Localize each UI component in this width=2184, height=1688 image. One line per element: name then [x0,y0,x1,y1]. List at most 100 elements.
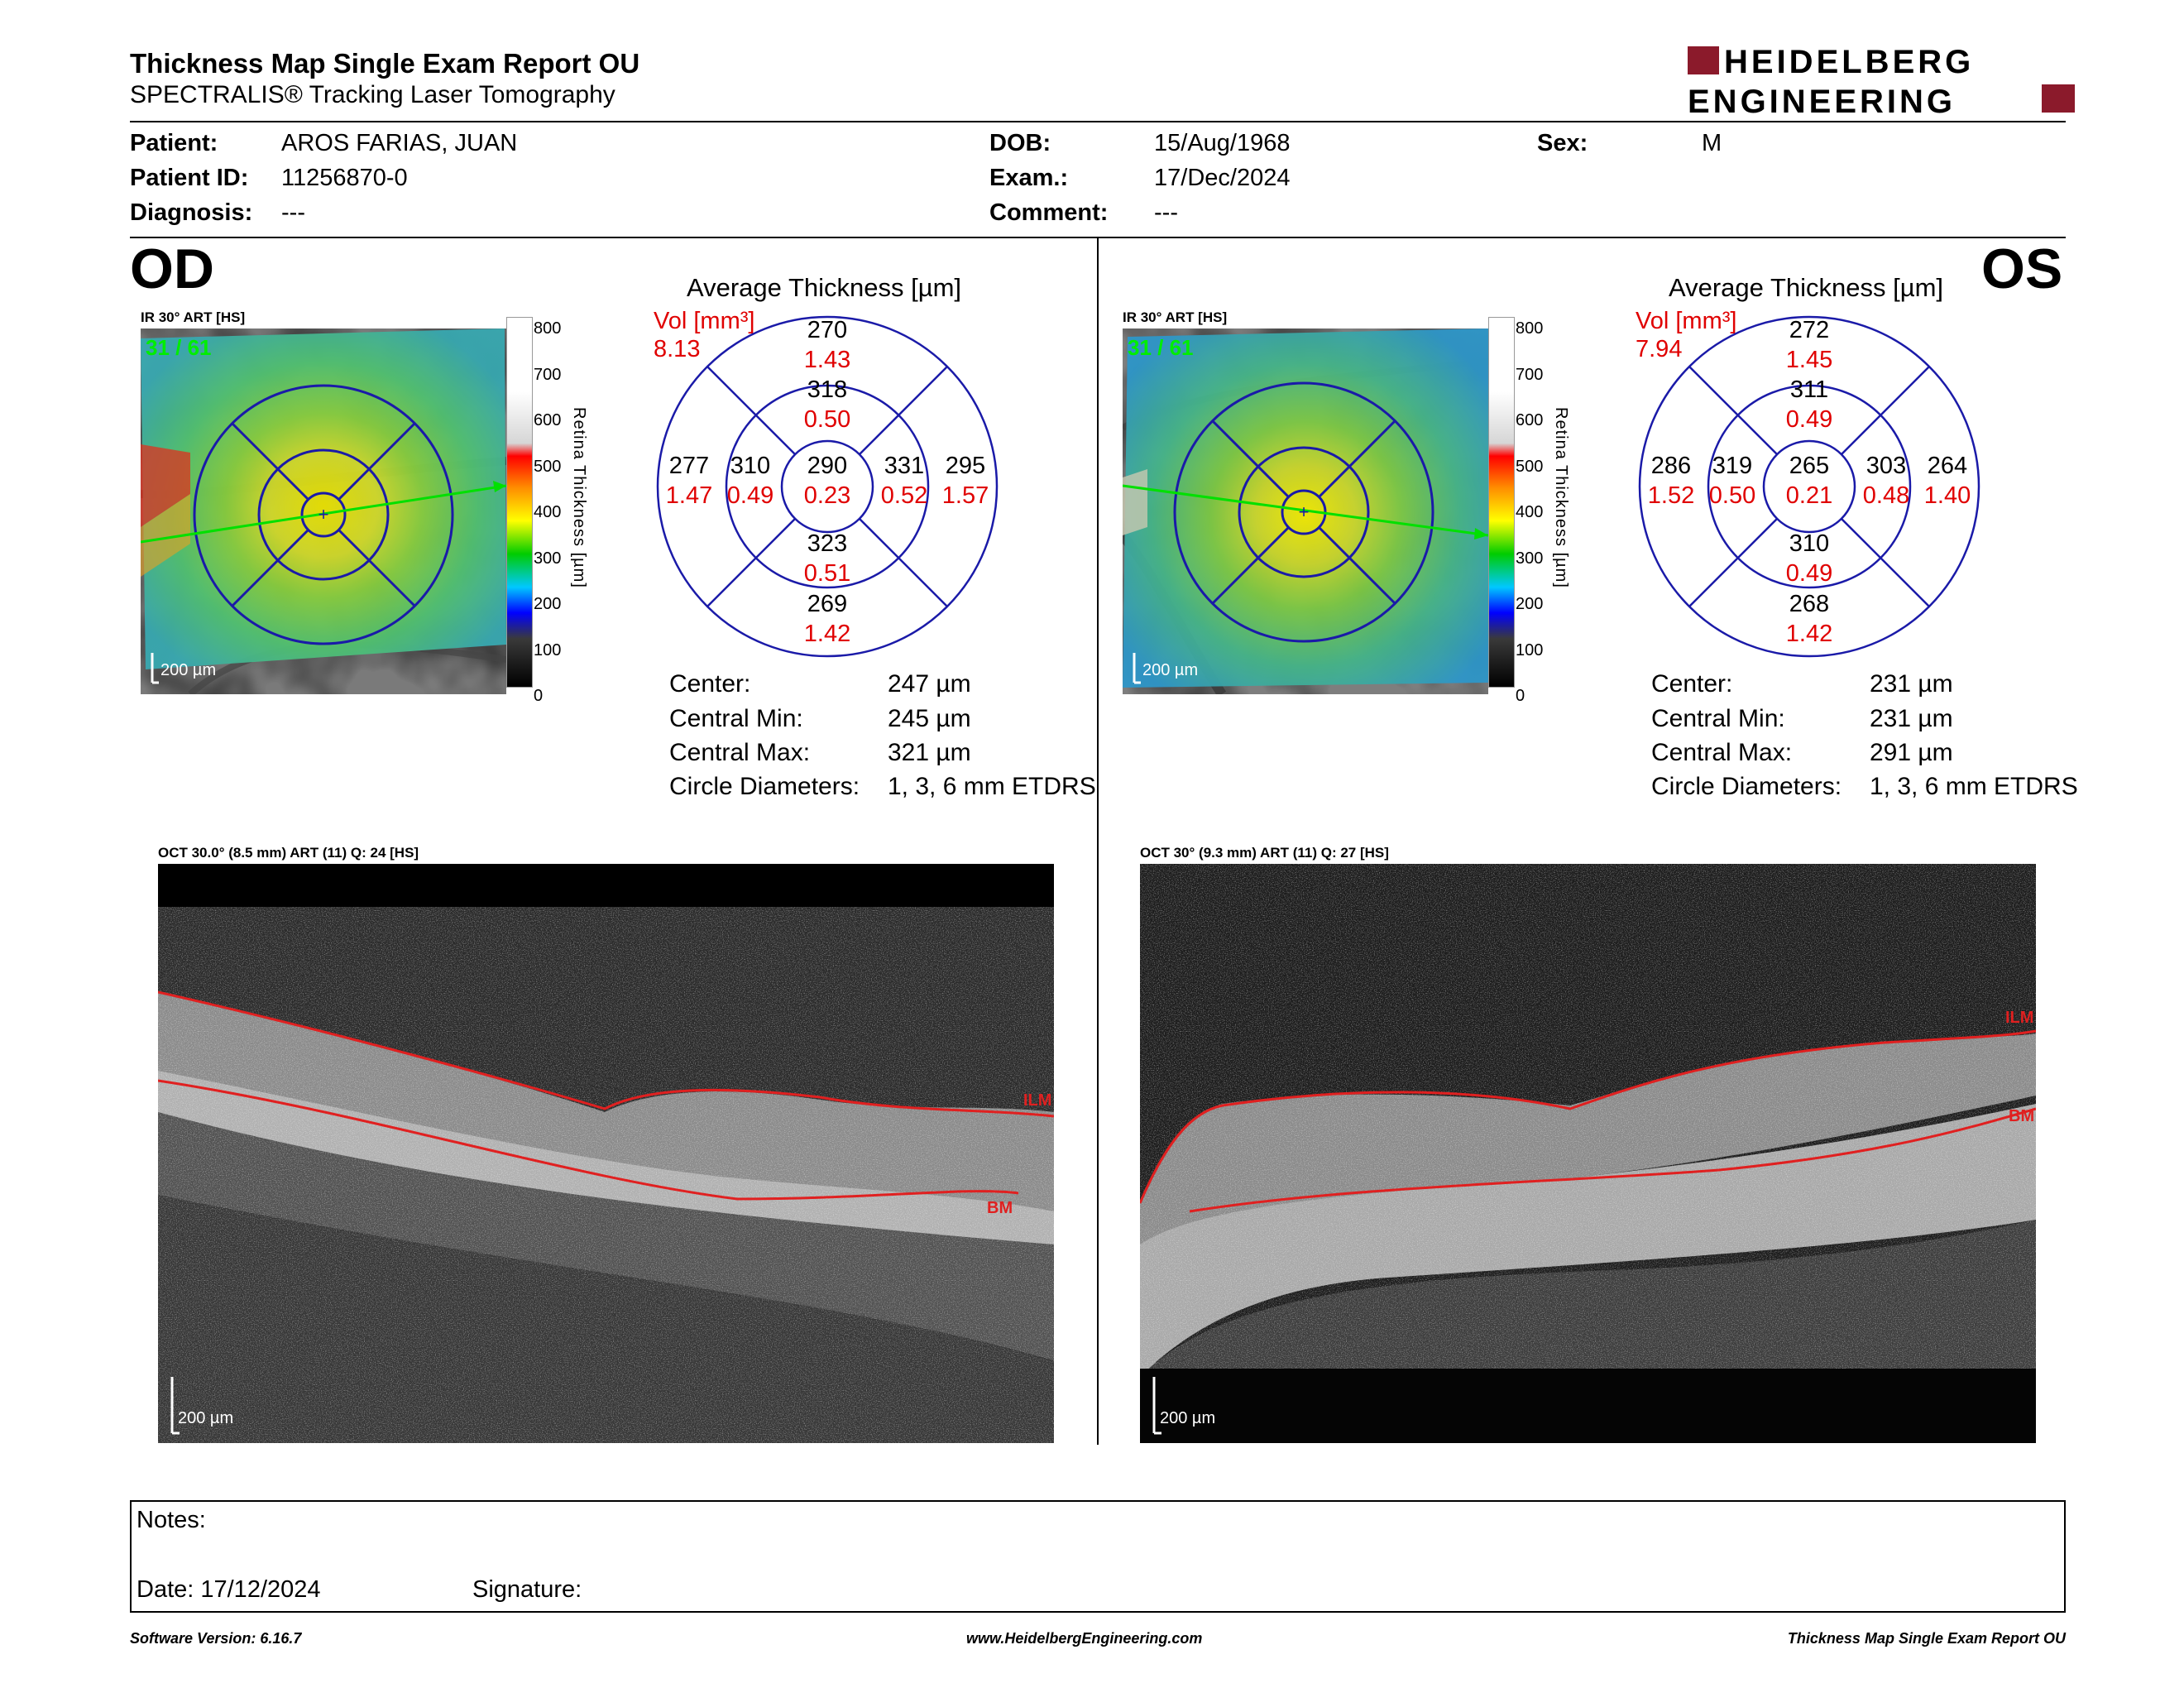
od-outer-inf-thickness: 269 [807,591,847,617]
od-diam-label: Circle Diameters: [669,773,860,800]
od-outer-sup-thickness: 270 [807,317,847,343]
os-scale-tick: 600 [1516,411,1544,429]
od-scale-tick: 700 [534,365,562,384]
od-vol-value: 8.13 [654,336,701,362]
os-center-value: 231 µm [1870,670,1953,698]
od-scale-label: Retina Thickness [µm] [570,407,588,588]
dob-label: DOB: [989,130,1051,156]
od-outer-inf-volume: 1.42 [804,621,850,647]
os-outer-nas-volume: 1.40 [1924,482,1971,509]
os-min-value: 231 µm [1870,705,1953,732]
os-min-label: Central Min: [1651,705,1785,732]
od-ir-label: IR 30° ART [HS] [141,309,246,325]
patient-label: Patient: [130,130,218,156]
od-inner-inf-thickness: 323 [807,530,847,557]
os-outer-temp-thickness: 286 [1651,453,1691,479]
dob-value: 15/Aug/1968 [1154,130,1291,156]
os-ir-label: IR 30° ART [HS] [1123,309,1228,325]
os-ilm-label: ILM [2005,1009,2033,1027]
os-scale-label: Retina Thickness [µm] [1552,407,1570,588]
od-min-label: Central Min: [669,705,803,732]
od-scale-tick: 0 [534,687,544,705]
od-oct-bscan: ILM BM 200 µm [158,864,1054,1443]
signature-label: Signature: [472,1576,582,1603]
patient-id-value: 11256870-0 [281,165,408,191]
os-ir-scale: 200 µm [1142,661,1198,679]
od-bm-label: BM [987,1199,1013,1217]
report-title: Thickness Map Single Exam Report OU [130,48,640,79]
brand-line2: ENGINEERING [1688,84,1956,117]
comment-label: Comment: [989,199,1109,226]
os-outer-nas-thickness: 264 [1928,453,1967,479]
od-inner-temp-volume: 0.49 [727,482,774,509]
od-scale-tick: 100 [534,640,562,659]
os-max-value: 291 µm [1870,739,1953,766]
od-center-value: 247 µm [888,670,971,698]
exam-value: 17/Dec/2024 [1154,165,1291,191]
os-scale-tick: 800 [1516,319,1544,338]
os-inner-sup-thickness: 311 [1790,376,1828,403]
os-outer-sup-volume: 1.45 [1786,347,1832,373]
od-inner-sup-volume: 0.50 [804,406,850,433]
od-max-value: 321 µm [888,739,971,766]
od-ir-scale: 200 µm [160,661,216,679]
diagnosis-value: --- [281,199,305,226]
sex-value: M [1702,130,1722,156]
od-center-thickness: 290 [807,453,847,479]
os-oct-bscan: ILM BM 200 µm [1140,864,2036,1443]
od-center-volume: 0.23 [804,482,850,509]
report-subtitle: SPECTRALIS® Tracking Laser Tomography [130,81,615,108]
patient-divider [130,237,2066,238]
od-inner-inf-volume: 0.51 [804,560,850,587]
os-inner-nas-volume: 0.48 [1863,482,1909,509]
header-divider [130,121,2066,122]
os-outer-sup-thickness: 272 [1789,317,1829,343]
os-inner-sup-volume: 0.49 [1786,406,1832,433]
sex-label: Sex: [1537,130,1588,156]
os-outer-temp-volume: 1.52 [1648,482,1694,509]
od-oct-scale: 200 µm [178,1409,233,1427]
od-inner-nas-thickness: 331 [884,453,924,479]
od-oct-label: OCT 30.0° (8.5 mm) ART (11) Q: 24 [HS] [158,845,419,861]
comment-value: --- [1154,199,1178,226]
od-outer-sup-volume: 1.43 [804,347,850,373]
svg-text:+: + [318,504,329,525]
os-center-volume: 0.21 [1786,482,1832,509]
os-scale-tick: 700 [1516,365,1544,384]
od-scale-tick: 600 [534,411,562,429]
os-inner-nas-thickness: 303 [1866,453,1906,479]
od-avg-title: Average Thickness [µm] [687,273,962,302]
os-color-scale [1488,317,1515,688]
os-center-thickness: 265 [1789,453,1829,479]
os-eye-label: OS [1981,237,2063,300]
os-thickness-map: + 31 / 61 200 µm [1123,328,1488,694]
os-scale-tick: 100 [1516,640,1544,659]
od-etdrs-grid: 270 1.43 318 0.50 277 1.47 310 0.49 290 … [656,315,999,658]
os-center-label: Center: [1651,670,1733,698]
od-scale-tick: 800 [534,319,562,338]
notes-date: Date: 17/12/2024 [136,1576,321,1603]
os-oct-label: OCT 30° (9.3 mm) ART (11) Q: 27 [HS] [1140,845,1389,861]
od-min-value: 245 µm [888,705,971,732]
svg-text:+: + [1299,501,1310,522]
os-vol-value: 7.94 [1636,336,1683,362]
os-diam-label: Circle Diameters: [1651,773,1842,800]
od-scale-tick: 400 [534,503,562,521]
od-outer-temp-thickness: 277 [669,453,709,479]
os-scale-tick: 400 [1516,503,1544,521]
od-scale-ticks: 800 700 600 500 400 300 200 100 0 [534,306,561,720]
od-thickness-map: + 31 / 61 200 µm [141,328,506,694]
od-center-label: Center: [669,670,751,698]
diagnosis-label: Diagnosis: [130,199,253,226]
od-max-label: Central Max: [669,739,811,766]
os-inner-temp-volume: 0.50 [1709,482,1755,509]
os-inner-inf-thickness: 310 [1789,530,1829,557]
os-bm-label: BM [2009,1107,2034,1125]
os-outer-inf-volume: 1.42 [1786,621,1832,647]
od-inner-nas-volume: 0.52 [881,482,927,509]
od-inner-sup-thickness: 318 [807,376,847,403]
os-etdrs-grid: 272 1.45 311 0.49 286 1.52 319 0.50 265 … [1638,315,1980,658]
od-vol-label: Vol [mm³] [654,308,755,334]
os-scale-tick: 0 [1516,687,1525,705]
od-eye-label: OD [130,237,214,300]
